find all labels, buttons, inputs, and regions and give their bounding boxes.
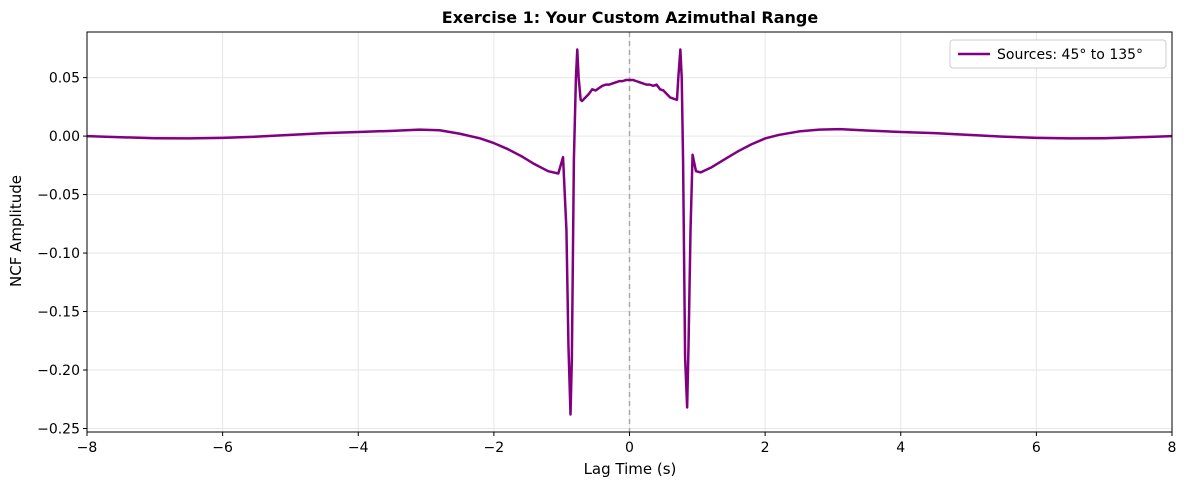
y-tick-label: −0.05 <box>37 188 80 204</box>
x-tick-label: −8 <box>77 440 98 456</box>
chart-title: Exercise 1: Your Custom Azimuthal Range <box>442 8 819 27</box>
legend-box <box>949 39 1167 69</box>
y-axis-label: NCF Amplitude <box>7 175 25 287</box>
y-tick-label: −0.15 <box>37 305 80 321</box>
x-axis-label: Lag Time (s) <box>584 460 677 478</box>
x-tick-label: 4 <box>896 440 905 456</box>
x-tick-label: 0 <box>625 440 634 456</box>
x-tick-label: −4 <box>348 440 369 456</box>
y-axis: 0.05 0.00 −0.05 −0.10 −0.15 −0.20 −0.25 <box>37 71 87 437</box>
y-tick-label: 0.05 <box>49 71 80 87</box>
x-tick-label: 8 <box>1168 440 1177 456</box>
y-tick-label: 0.00 <box>49 129 80 145</box>
x-tick-label: −2 <box>484 440 505 456</box>
y-tick-label: −0.20 <box>37 363 80 379</box>
legend-entry-label: Sources: 45° to 135° <box>997 47 1143 63</box>
x-axis: −8 −6 −4 −2 0 2 4 6 8 <box>77 432 1177 456</box>
legend: Sources: 45° to 135° <box>949 39 1167 69</box>
series-line <box>86 48 1173 416</box>
y-tick-label: −0.10 <box>37 246 80 262</box>
series-layer <box>86 48 1173 416</box>
x-tick-label: −6 <box>212 440 233 456</box>
y-tick-label: −0.25 <box>37 421 80 437</box>
x-tick-label: 2 <box>761 440 770 456</box>
x-tick-label: 6 <box>1032 440 1041 456</box>
